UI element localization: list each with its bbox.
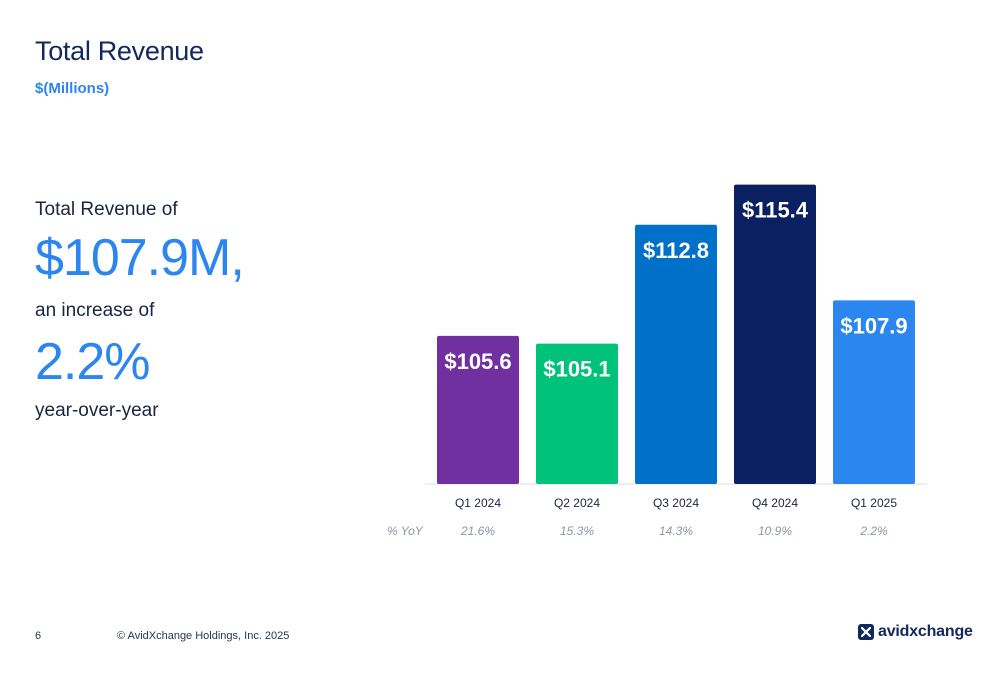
bar-data-label: $105.1 [543,357,610,382]
x-tick-label: Q4 2024 [752,496,798,510]
page-subtitle: $(Millions) [35,80,110,97]
yoy-value: 2.2% [859,524,888,538]
x-tick-label: Q3 2024 [653,496,699,510]
bar-q2-2024 [536,343,618,484]
kpi-label-increase: an increase of [35,300,155,321]
logo-x-icon [858,624,874,640]
bar-q1-2025 [833,300,915,484]
bar-data-label: $112.8 [643,238,709,263]
bar-data-label: $115.4 [742,198,809,223]
logo-text: avidxchange [878,623,973,640]
yoy-value: 21.6% [460,524,495,538]
bar-data-label: $105.6 [444,349,511,374]
kpi-value-growth: 2.2% [35,333,151,391]
bar-q1-2024 [437,335,519,484]
kpi-label-revenue: Total Revenue of [35,199,178,220]
copyright-text: © AvidXchange Holdings, Inc. 2025 [117,630,290,642]
x-tick-label: Q1 2025 [851,496,897,510]
page-title: Total Revenue [35,36,204,66]
bar-data-label: $107.9 [840,313,907,338]
yoy-row-label: % YoY [387,524,424,538]
yoy-value: 14.3% [659,524,693,538]
bar-q3-2024 [635,224,717,485]
yoy-value: 15.3% [560,524,594,538]
bar-q4-2024 [734,184,816,484]
x-tick-label: Q1 2024 [455,496,501,510]
page-number: 6 [35,630,42,642]
x-tick-label: Q2 2024 [554,496,600,510]
kpi-value-revenue: $107.9M, [35,229,245,287]
kpi-label-yoy: year-over-year [35,400,159,421]
yoy-value: 10.9% [758,524,792,538]
avidxchange-logo: avidxchange [858,621,973,643]
